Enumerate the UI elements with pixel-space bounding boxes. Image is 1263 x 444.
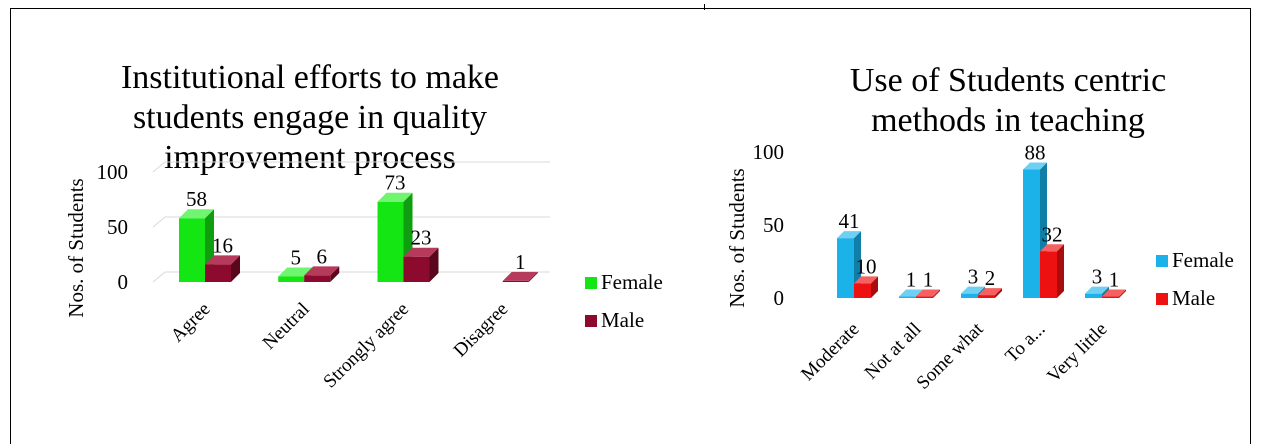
- x-tick-label: To a...: [1001, 319, 1049, 367]
- bar-top: [205, 255, 240, 265]
- data-label: 10: [856, 254, 877, 278]
- bar-top: [837, 231, 861, 239]
- bar-female: [1023, 169, 1040, 298]
- bar-male: [916, 296, 933, 298]
- x-tick-label: Some what: [913, 318, 988, 393]
- bar-male: [1040, 251, 1057, 298]
- data-label: 1: [1109, 268, 1120, 292]
- bar-side: [995, 288, 1002, 298]
- bar-side: [1057, 244, 1064, 298]
- bar-top: [961, 286, 985, 294]
- bar-side: [1119, 289, 1126, 298]
- bar-top: [1102, 289, 1126, 297]
- y-tick-label: 100: [97, 160, 129, 184]
- bar-female: [278, 276, 305, 282]
- gridline-depth: [152, 161, 166, 173]
- chart-title-line: Use of Students centric: [850, 62, 1166, 99]
- y-axis-label: Nos. of Students: [64, 178, 88, 317]
- bar-male: [403, 256, 430, 282]
- bar-female: [899, 296, 916, 298]
- bar-side: [231, 255, 240, 282]
- data-label: 88: [1025, 141, 1046, 165]
- x-tick-label: Agree: [167, 299, 215, 347]
- x-tick-label: Very little: [1043, 319, 1111, 387]
- legend-label: Male: [1172, 286, 1215, 310]
- bar-top: [899, 289, 923, 297]
- data-label: 23: [411, 226, 432, 250]
- bar-top: [502, 271, 538, 281]
- bar-female: [1085, 293, 1102, 298]
- bar-side: [871, 276, 878, 298]
- data-label: 3: [968, 265, 979, 289]
- x-tick-label: Neutral: [259, 299, 314, 354]
- bar-top: [978, 288, 1002, 296]
- legend-label: Female: [1172, 248, 1234, 272]
- data-label: 5: [291, 246, 302, 270]
- bar-male: [1102, 296, 1119, 298]
- bar-male: [304, 275, 331, 282]
- x-tick-label: Moderate: [797, 319, 863, 385]
- bar-female: [961, 293, 978, 298]
- legend-label: Female: [601, 270, 663, 294]
- legend-swatch-male: [585, 315, 597, 327]
- x-tick-label: Not at all: [861, 319, 926, 384]
- legend-swatch-female: [585, 277, 597, 289]
- bar-top: [377, 192, 413, 202]
- legend-swatch-female: [1156, 255, 1168, 267]
- data-label: 16: [212, 233, 233, 257]
- chart-title-line: students engage in quality: [133, 99, 487, 136]
- legend-label: Male: [601, 308, 644, 332]
- bar-top: [1085, 286, 1109, 294]
- bar-top: [179, 209, 214, 219]
- legend-swatch-male: [1156, 293, 1168, 305]
- chart-title-line: improvement process: [164, 139, 456, 176]
- bar-male: [854, 283, 871, 298]
- bar-top: [854, 276, 878, 284]
- data-label: 32: [1042, 222, 1063, 246]
- bar-female: [377, 201, 404, 282]
- bar-female: [179, 218, 205, 282]
- y-axis-label: Nos. of Students: [725, 168, 749, 307]
- data-label: 2: [985, 266, 996, 290]
- bar-side: [528, 271, 538, 282]
- bar-top: [403, 247, 439, 257]
- bar-top: [304, 266, 340, 276]
- y-tick-label: 0: [774, 286, 785, 310]
- bar-side: [429, 247, 439, 282]
- bar-male: [205, 264, 231, 282]
- data-label: 3: [1092, 265, 1103, 289]
- data-label: 41: [839, 209, 860, 233]
- bar-top: [916, 289, 940, 297]
- bar-top: [1040, 244, 1064, 252]
- y-tick-label: 0: [118, 270, 129, 294]
- x-tick-label: Strongly agree: [319, 299, 413, 393]
- panel-divider: [704, 4, 705, 10]
- y-tick-label: 50: [107, 215, 128, 239]
- data-label: 6: [317, 244, 328, 268]
- data-label: 73: [385, 171, 406, 195]
- bar-male: [502, 280, 529, 282]
- x-tick-label: Disagree: [450, 299, 513, 362]
- bar-female: [837, 238, 854, 298]
- y-tick-label: 50: [763, 213, 784, 237]
- bar-top: [1023, 162, 1047, 170]
- chart-title-line: methods in teaching: [871, 102, 1145, 139]
- y-tick-label: 100: [753, 140, 785, 164]
- gridline-depth: [152, 271, 166, 283]
- bar-male: [978, 295, 995, 298]
- bar-side: [330, 266, 340, 282]
- data-label: 58: [186, 187, 207, 211]
- bar-side: [933, 289, 940, 298]
- gridline-depth: [152, 216, 166, 228]
- data-label: 1: [906, 268, 917, 292]
- chart-title-line: Institutional efforts to make: [121, 59, 499, 96]
- bar-top: [278, 267, 314, 277]
- data-label: 1: [515, 250, 526, 274]
- data-label: 1: [923, 268, 934, 292]
- figure-frame: [10, 8, 1251, 444]
